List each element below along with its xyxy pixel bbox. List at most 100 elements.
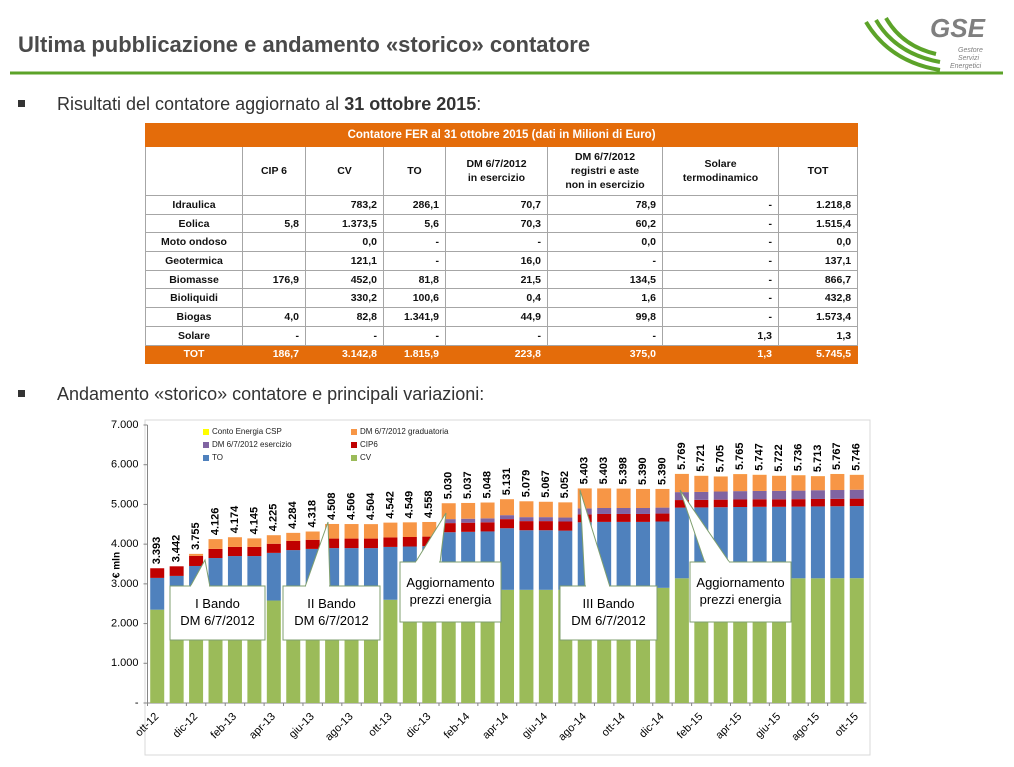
row-label: Solare [145,325,243,346]
row-label: Biomasse [145,269,243,290]
table-cell: - [662,213,779,234]
bar-segment [519,589,534,703]
table-cell [242,288,306,309]
bar-segment [830,498,845,507]
table-cell: - [547,251,663,271]
table-header-row: CIP 6 CV TO DM 6/7/2012 in esercizio DM 6/7/2… [145,146,859,196]
total-label: 4.504 [365,492,377,520]
total-label: 3.442 [171,535,183,563]
bar-segment [402,522,417,537]
total-label: 5.131 [501,468,513,496]
callout-cover [191,585,209,588]
table-cell: 70,7 [445,195,548,215]
bar-segment [538,530,553,590]
bar-segment [849,474,864,490]
table-cell: 99,8 [547,307,663,327]
bar-segment [422,521,437,537]
total-label: 4.145 [248,507,260,535]
y-tick-label: 3.000 [111,578,139,590]
table-row: Eolica 5,8 1.373,5 5,6 70,3 60,2-1.515,4 [145,213,859,234]
bar-segment [752,474,767,491]
column-header: DM 6/7/2012 registri e aste non in eserciz… [547,146,663,196]
bar-segment [674,473,689,493]
table-cell: - [547,325,663,346]
callout-text: II Bando [307,596,355,611]
table-cell: - [383,232,446,253]
table-cell: - [662,269,779,290]
bar-segment [208,539,223,549]
y-axis-label: € mln [112,552,123,578]
callout-text: DM 6/7/2012 [571,613,645,628]
bar-segment [674,578,689,703]
callout-box [282,585,381,641]
bar-segment [810,476,825,491]
table-cell: 223,8 [445,344,548,365]
table-cell [242,251,306,271]
bar-segment [636,508,651,514]
total-label: 4.174 [229,505,241,533]
y-tick-label: 4.000 [111,538,139,550]
column-header-line: DM 6/7/2012 [574,151,636,163]
bar-segment [830,490,845,499]
total-label: 5.736 [792,444,804,472]
bar-segment [422,599,437,703]
table-cell: 81,8 [383,269,446,290]
bar-segment [500,519,514,529]
total-label: 5.403 [579,457,591,485]
bar-segment [363,524,378,539]
bar-segment [849,498,864,507]
table-wrap: Contatore FER al 31 ottobre 2015 (dati i… [144,123,859,365]
table-cell: 21,5 [445,269,548,290]
table-cell: 82,8 [305,307,384,327]
table-cell: - [445,232,548,253]
column-header: CIP 6 [242,146,306,196]
bar-segment [733,499,748,508]
bar-segment [713,491,728,500]
table-cell: 44,9 [445,307,548,327]
bar-segment [538,501,553,518]
bar-segment [519,530,534,590]
bar-segment [266,600,281,703]
bar-segment [558,530,573,590]
bar-segment [830,506,845,579]
logo-text: Energetici [950,63,982,70]
total-label: 5.398 [618,457,630,485]
bar-segment [441,519,456,524]
bar-segment [655,587,670,703]
row-label: Biogas [145,307,243,327]
y-tick-label: - [135,697,139,709]
bar-segment [772,499,787,507]
column-header-line: DM 6/7/2012 [466,158,527,170]
bar-segment [616,488,631,509]
bar-segment [500,515,514,520]
total-label: 5.765 [734,443,746,471]
table-cell: 1,3 [662,344,779,365]
callout-text: DM 6/7/2012 [180,613,254,628]
bar-segment [616,508,631,514]
row-label: Moto ondoso [145,232,243,253]
bar-segment [791,499,806,507]
bar-segment [810,490,825,499]
table-cell: 78,9 [547,195,663,215]
bar-segment [810,578,825,703]
table-cell: 375,0 [547,344,663,365]
column-header-line: termodinamico [682,172,759,184]
bar-segment [752,506,767,579]
bar-segment [519,501,534,518]
row-label: Idraulica [145,195,243,215]
table-cell: 330,2 [305,288,384,309]
table-cell [242,232,306,253]
column-header-line: TOT [807,165,829,177]
callout-cover [706,561,729,564]
table-cell: 452,0 [305,269,384,290]
bar-segment [597,513,612,522]
bar-segment [519,521,534,531]
bar-segment [636,521,651,588]
bar-segment [189,553,204,556]
table-cell: 16,0 [445,251,548,271]
column-header: CV [305,146,384,196]
table: Contatore FER al 31 ottobre 2015 (dati i… [144,123,859,365]
bar-segment [150,577,165,610]
callout-text: DM 6/7/2012 [294,613,368,628]
